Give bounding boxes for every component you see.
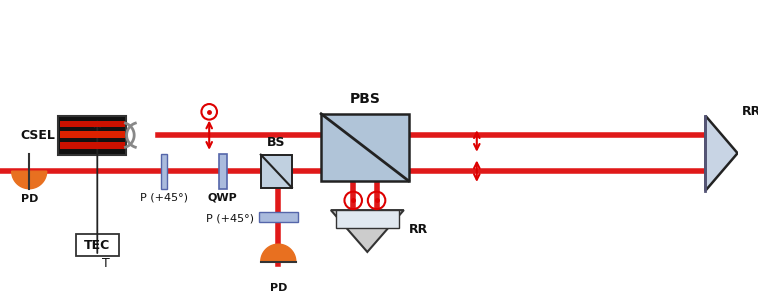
- Text: RR: RR: [741, 105, 758, 118]
- Text: P (+45°): P (+45°): [140, 193, 188, 203]
- Bar: [336, 210, 399, 228]
- Text: BS: BS: [267, 136, 286, 149]
- Text: RR: RR: [409, 223, 428, 236]
- Bar: [61, 121, 124, 127]
- Polygon shape: [261, 244, 296, 262]
- Text: QWP: QWP: [208, 193, 238, 203]
- Polygon shape: [706, 116, 738, 191]
- Polygon shape: [11, 171, 47, 189]
- Text: PD: PD: [20, 194, 38, 204]
- Bar: [219, 154, 227, 189]
- Text: T: T: [102, 257, 110, 270]
- Text: CSEL: CSEL: [20, 129, 55, 142]
- Bar: [161, 154, 168, 189]
- Text: P (+45°): P (+45°): [206, 214, 254, 224]
- Bar: [76, 235, 119, 256]
- Polygon shape: [330, 210, 404, 252]
- Bar: [261, 155, 292, 188]
- Text: TEC: TEC: [84, 239, 111, 252]
- Text: PD: PD: [270, 283, 287, 293]
- Bar: [61, 142, 124, 149]
- Bar: [61, 131, 124, 138]
- Bar: [258, 212, 298, 222]
- Text: PBS: PBS: [349, 92, 381, 106]
- Bar: [321, 114, 409, 181]
- Bar: [58, 116, 127, 155]
